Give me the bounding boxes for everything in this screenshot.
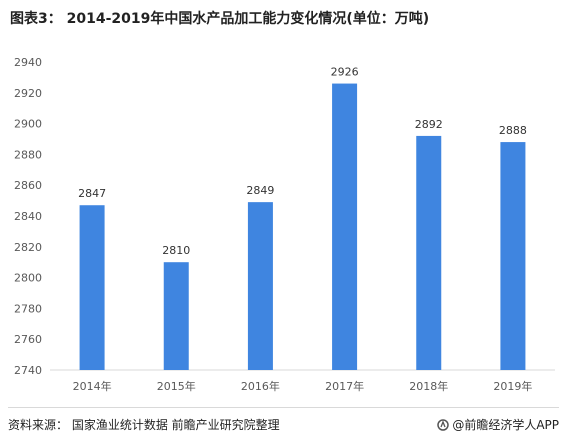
footer-divider bbox=[8, 407, 559, 408]
bar bbox=[416, 135, 442, 370]
x-tick-label: 2016年 bbox=[241, 379, 280, 393]
brand-label: @前瞻经济学人APP bbox=[452, 418, 559, 432]
bar bbox=[332, 83, 358, 370]
x-tick-label: 2015年 bbox=[157, 379, 196, 393]
y-tick-label: 2780 bbox=[14, 302, 42, 315]
data-label: 2847 bbox=[78, 187, 106, 200]
x-tick-label: 2019年 bbox=[493, 379, 532, 393]
chart-title: 图表3： 2014-2019年中国水产品加工能力变化情况(单位：万吨) bbox=[10, 11, 430, 27]
x-tick-label: 2018年 bbox=[409, 379, 448, 393]
bar bbox=[500, 142, 526, 370]
y-tick-label: 2760 bbox=[14, 333, 42, 346]
x-tick-label: 2017年 bbox=[325, 379, 364, 393]
data-label: 2849 bbox=[246, 184, 274, 197]
y-tick-label: 2900 bbox=[14, 118, 42, 131]
y-tick-label: 2880 bbox=[14, 148, 42, 161]
x-tick-label: 2014年 bbox=[73, 379, 112, 393]
data-label: 2892 bbox=[415, 118, 443, 131]
y-tick-label: 2920 bbox=[14, 87, 42, 100]
data-label: 2810 bbox=[162, 244, 190, 257]
bar bbox=[79, 205, 105, 370]
bar bbox=[163, 262, 189, 370]
y-tick-label: 2940 bbox=[14, 56, 42, 69]
brand: @前瞻经济学人APP bbox=[437, 416, 559, 433]
y-tick-label: 2840 bbox=[14, 210, 42, 223]
bar-chart: 2740 2760 2780 2800 2820 2840 2860 2880 2900 2920… bbox=[14, 56, 555, 393]
bar bbox=[247, 202, 273, 370]
data-label: 2888 bbox=[499, 124, 527, 137]
data-source: 资料来源： 国家渔业统计数据 前瞻产业研究院整理 bbox=[8, 418, 280, 432]
y-tick-label: 2820 bbox=[14, 241, 42, 254]
y-tick-label: 2800 bbox=[14, 272, 42, 285]
brand-logo-icon bbox=[437, 418, 450, 431]
data-label: 2926 bbox=[331, 66, 359, 79]
y-tick-label: 2860 bbox=[14, 179, 42, 192]
y-tick-label: 2740 bbox=[14, 364, 42, 377]
